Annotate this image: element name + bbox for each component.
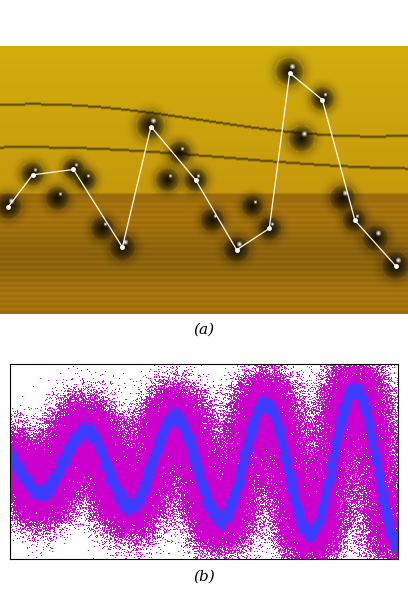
Text: (b): (b) [193, 570, 215, 583]
Text: (a): (a) [193, 322, 215, 336]
